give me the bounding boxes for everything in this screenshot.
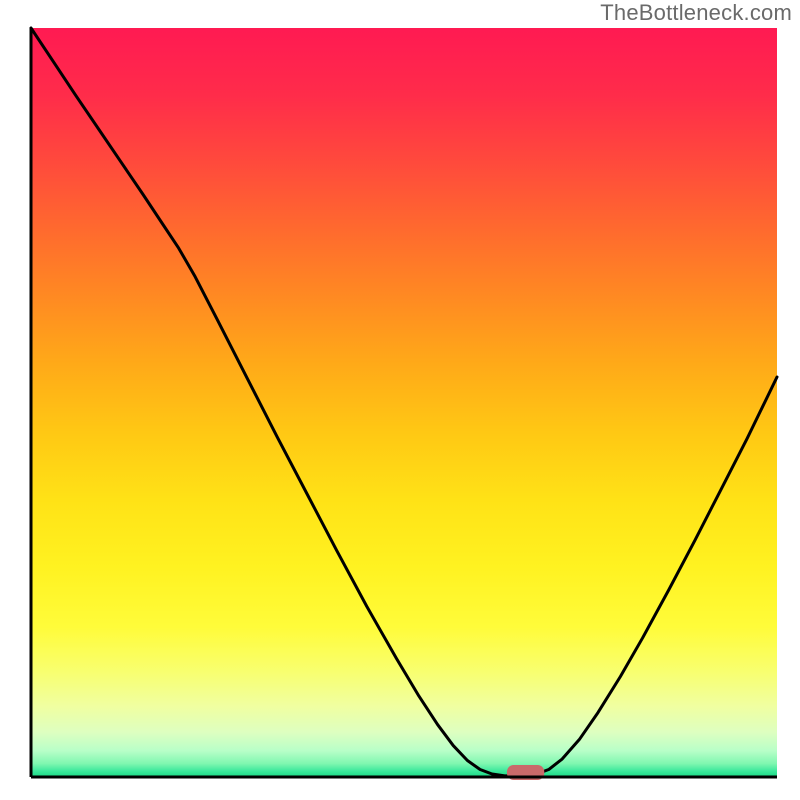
bottleneck-chart <box>0 0 800 800</box>
plot-background <box>31 28 777 777</box>
chart-root: TheBottleneck.com <box>0 0 800 800</box>
watermark-text: TheBottleneck.com <box>600 0 792 26</box>
